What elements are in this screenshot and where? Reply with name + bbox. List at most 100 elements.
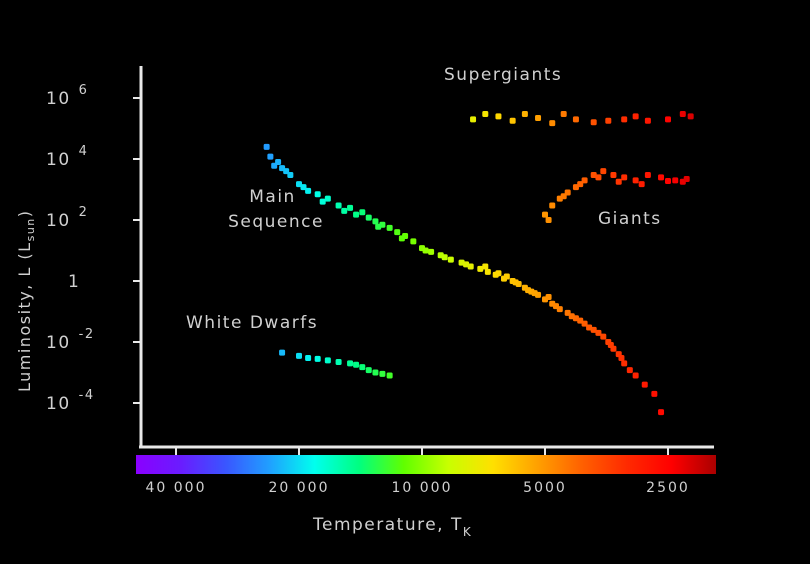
star-point-main-sequence — [319, 198, 326, 205]
x-tick-label: 2500 — [646, 480, 690, 496]
star-point-supergiants — [509, 117, 516, 124]
star-point-supergiants — [679, 110, 686, 117]
star-point-main-sequence — [586, 324, 593, 331]
star-point-supergiants — [632, 113, 639, 120]
star-point-white-dwarfs — [386, 372, 393, 379]
star-point-main-sequence — [651, 390, 658, 397]
star-point-supergiants — [572, 116, 579, 123]
star-point-giants — [549, 202, 556, 209]
y-tick-label: 10 2 — [46, 205, 88, 231]
star-point-supergiants — [621, 116, 628, 123]
star-point-main-sequence — [512, 279, 519, 286]
star-point-main-sequence — [463, 261, 470, 268]
star-point-main-sequence — [347, 204, 354, 211]
star-point-giants — [632, 177, 639, 184]
star-point-white-dwarfs — [335, 359, 342, 366]
annotation-main-sequence: Main Sequence — [228, 187, 324, 232]
star-point-main-sequence — [353, 211, 360, 218]
star-point-main-sequence — [621, 360, 628, 367]
star-point-main-sequence — [484, 268, 491, 275]
star-point-main-sequence — [658, 409, 665, 416]
star-point-giants — [545, 217, 552, 223]
star-point-main-sequence — [263, 143, 270, 150]
star-point-giants — [665, 177, 671, 184]
star-point-main-sequence — [324, 195, 331, 202]
star-point-main-sequence — [641, 381, 648, 388]
star-point-giants — [621, 174, 628, 181]
star-point-main-sequence — [467, 263, 474, 270]
star-point-giants — [638, 181, 645, 188]
star-point-giants — [577, 181, 584, 188]
star-point-main-sequence — [398, 235, 405, 242]
star-point-giants — [590, 171, 597, 178]
star-point-white-dwarfs — [296, 352, 302, 359]
star-point-giants — [658, 174, 665, 181]
star-point-main-sequence — [394, 229, 401, 236]
star-point-main-sequence — [372, 218, 379, 225]
star-point-main-sequence — [595, 329, 602, 336]
star-point-main-sequence — [495, 270, 502, 277]
star-point-giants — [644, 171, 651, 178]
star-point-supergiants — [590, 119, 597, 126]
y-tick-label: 10 4 — [46, 144, 88, 170]
star-point-main-sequence — [314, 191, 321, 198]
star-point-supergiants — [549, 120, 556, 127]
x-tick-label: 5000 — [523, 480, 567, 496]
annotation-supergiants: Supergiants — [444, 65, 562, 85]
star-point-main-sequence — [305, 187, 312, 194]
star-point-white-dwarfs — [324, 357, 331, 364]
annotation-white-dwarfs: White Dwarfs — [186, 313, 318, 333]
star-point-main-sequence — [525, 287, 532, 294]
temperature-color-bar — [136, 455, 716, 474]
star-point-giants — [581, 177, 588, 184]
star-point-giants — [595, 174, 602, 181]
star-point-main-sequence — [590, 326, 597, 333]
y-tick-label: 10 -2 — [46, 327, 95, 353]
star-point-giants — [600, 168, 607, 175]
y-tick-label: 10 6 — [46, 83, 88, 109]
star-point-main-sequence — [422, 247, 429, 254]
star-point-main-sequence — [267, 153, 274, 160]
star-point-supergiants — [482, 110, 489, 117]
star-point-supergiants — [535, 115, 542, 122]
star-point-white-dwarfs — [372, 369, 379, 376]
star-point-main-sequence — [386, 224, 393, 231]
x-axis-label: Temperature, TK — [312, 515, 472, 539]
star-point-white-dwarfs — [359, 364, 366, 371]
star-point-giants — [542, 211, 548, 218]
star-point-white-dwarfs — [379, 370, 386, 377]
star-point-main-sequence — [341, 207, 348, 214]
star-point-white-dwarfs — [347, 360, 354, 367]
star-point-supergiants — [687, 113, 694, 120]
star-point-main-sequence — [275, 158, 282, 165]
star-point-main-sequence — [626, 367, 633, 374]
y-tick-label: 10 -4 — [46, 388, 95, 414]
star-point-main-sequence — [428, 248, 435, 255]
star-point-supergiants — [665, 116, 671, 123]
star-point-main-sequence — [365, 214, 372, 221]
annotation-giants: Giants — [598, 209, 662, 229]
star-point-main-sequence — [607, 341, 614, 348]
star-point-giants — [560, 193, 567, 200]
y-axis-label: Luminosity, L (Lsun) — [15, 209, 37, 392]
star-point-main-sequence — [618, 354, 625, 361]
star-point-main-sequence — [447, 256, 454, 263]
x-tick-label: 10 000 — [392, 480, 453, 496]
star-point-main-sequence — [359, 209, 366, 216]
star-point-main-sequence — [477, 265, 484, 272]
star-point-main-sequence — [482, 263, 489, 270]
star-point-supergiants — [605, 117, 612, 124]
star-point-main-sequence — [375, 223, 382, 230]
star-point-giants — [610, 171, 617, 178]
star-point-main-sequence — [577, 317, 584, 324]
star-point-supergiants — [521, 110, 528, 117]
x-tick-label: 20 000 — [269, 480, 330, 496]
star-point-giants — [672, 177, 679, 184]
star-point-main-sequence — [531, 290, 538, 297]
star-point-main-sequence — [441, 254, 448, 261]
star-point-supergiants — [644, 117, 651, 124]
star-point-main-sequence — [410, 238, 417, 245]
star-point-supergiants — [560, 110, 567, 117]
star-point-white-dwarfs — [353, 361, 360, 368]
annotation-main-sequence-line1: Main — [249, 187, 296, 207]
